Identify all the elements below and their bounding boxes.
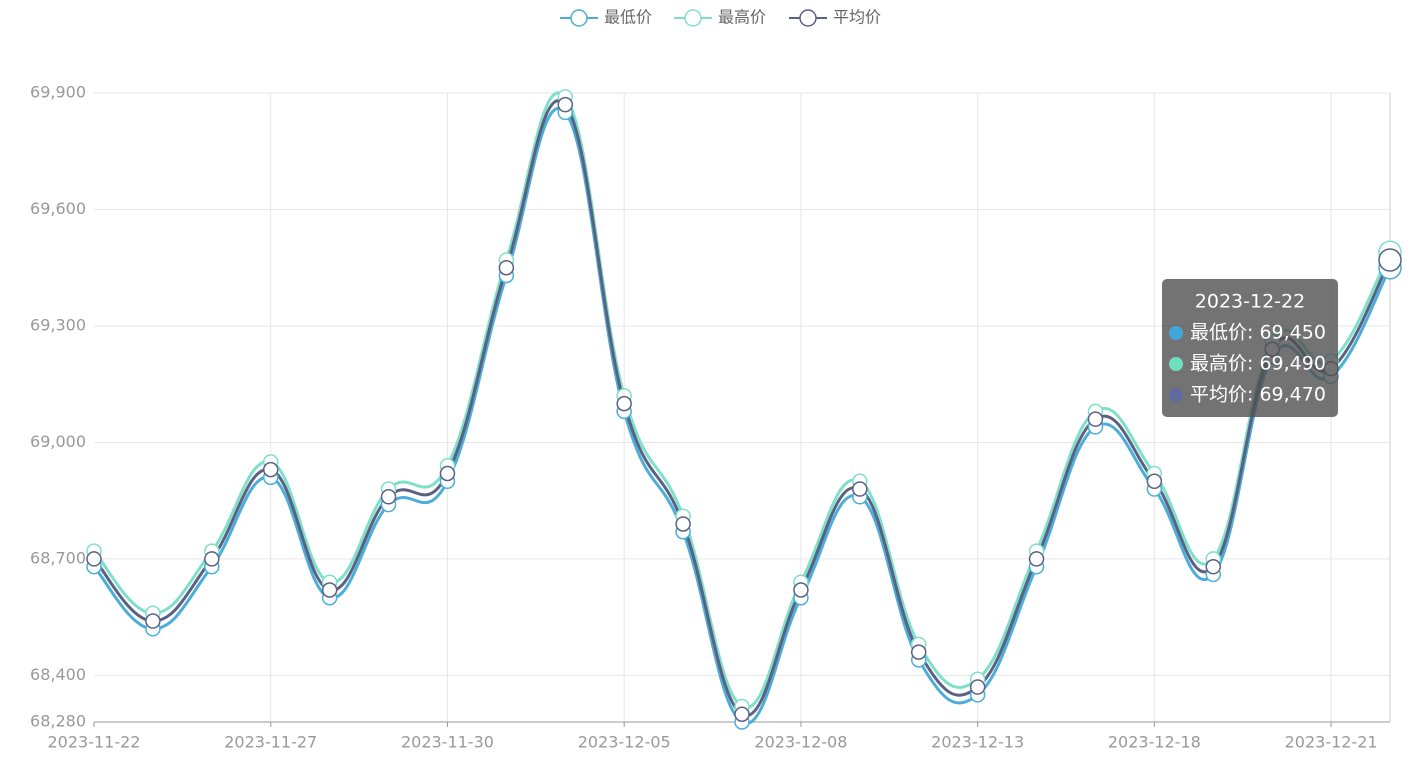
data-point bbox=[439, 465, 456, 482]
tooltip-marker bbox=[1169, 357, 1183, 371]
legend-item[interactable]: 最高价 bbox=[674, 8, 766, 27]
legend-marker bbox=[570, 9, 588, 27]
legend-item[interactable]: 平均价 bbox=[789, 8, 881, 27]
legend-label: 平均价 bbox=[833, 8, 881, 27]
tooltip-row: 平均价: 69,470 bbox=[1190, 384, 1326, 406]
tooltip-title: 2023-12-22 bbox=[1195, 291, 1305, 313]
data-point bbox=[204, 551, 220, 567]
data-point bbox=[852, 481, 868, 497]
legend-marker bbox=[799, 9, 817, 27]
data-point bbox=[1087, 411, 1104, 427]
x-tick-label: 2023-11-27 bbox=[224, 733, 317, 752]
data-point bbox=[1205, 558, 1222, 575]
series-line bbox=[92, 91, 1392, 710]
tooltip-marker bbox=[1169, 326, 1183, 340]
data-point bbox=[675, 516, 691, 532]
y-tick-label: 69,000 bbox=[30, 432, 86, 451]
x-tick-label: 2023-12-05 bbox=[578, 733, 671, 752]
tooltip-box bbox=[1162, 279, 1338, 417]
data-point bbox=[1146, 473, 1163, 490]
y-tick-label: 69,600 bbox=[30, 199, 86, 218]
tooltip-marker bbox=[1169, 388, 1183, 402]
data-point bbox=[145, 613, 161, 629]
data-point bbox=[380, 489, 397, 505]
data-point bbox=[734, 706, 750, 722]
data-point bbox=[1028, 551, 1045, 567]
data-point bbox=[262, 461, 279, 478]
data-point bbox=[557, 96, 574, 113]
data-point bbox=[498, 259, 515, 276]
legend-label: 最高价 bbox=[718, 8, 766, 27]
legend-marker bbox=[684, 9, 702, 27]
data-point bbox=[910, 644, 927, 660]
data-point bbox=[793, 582, 809, 598]
tooltip-row: 最低价: 69,450 bbox=[1190, 322, 1326, 344]
x-tick-label: 2023-11-30 bbox=[401, 733, 494, 752]
x-tick-label: 2023-11-22 bbox=[48, 733, 141, 752]
y-tick-label: 68,400 bbox=[30, 665, 86, 684]
data-point bbox=[86, 551, 102, 567]
tooltip-row: 最高价: 69,490 bbox=[1190, 353, 1326, 375]
y-tick-label: 69,900 bbox=[30, 83, 86, 102]
x-tick-label: 2023-12-08 bbox=[754, 733, 847, 752]
x-tick-label: 2023-12-21 bbox=[1285, 733, 1378, 752]
data-point bbox=[321, 582, 338, 598]
x-tick-label: 2023-12-13 bbox=[931, 733, 1024, 752]
y-tick-label: 68,280 bbox=[30, 712, 86, 731]
legend-label: 最低价 bbox=[604, 8, 652, 27]
y-tick-label: 69,300 bbox=[30, 315, 86, 334]
data-point bbox=[616, 395, 632, 412]
y-tick-label: 68,700 bbox=[30, 548, 86, 567]
tooltip: 2023-12-22 最低价: 69,450 最高价: 69,490 平均价: 69,… bbox=[1162, 279, 1338, 417]
x-tick-label: 2023-12-18 bbox=[1108, 733, 1201, 752]
data-point bbox=[1378, 248, 1402, 272]
data-point bbox=[969, 679, 986, 695]
legend-item[interactable]: 最低价 bbox=[560, 8, 652, 27]
